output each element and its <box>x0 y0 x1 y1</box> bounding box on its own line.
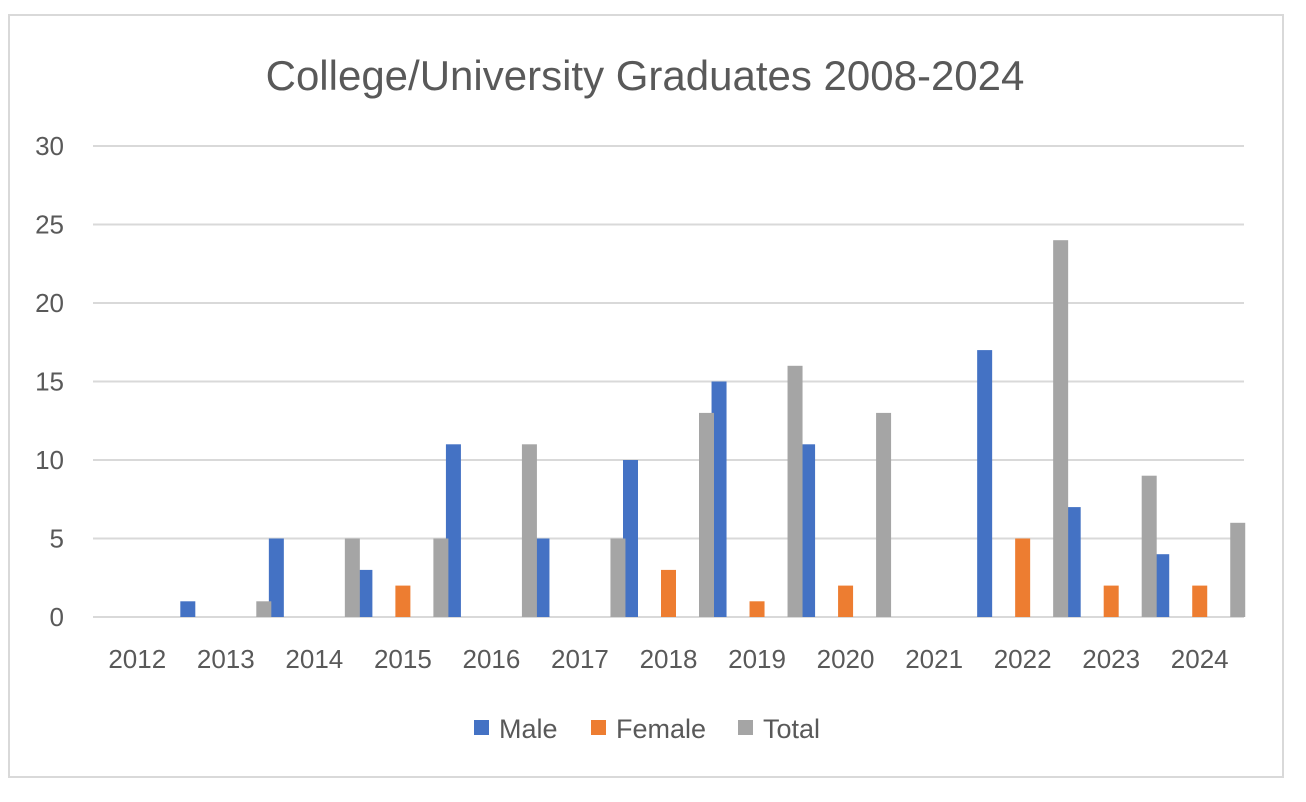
legend-label-total: Total <box>763 714 820 744</box>
legend-swatch-female <box>591 720 606 735</box>
bar-male-2020 <box>800 444 816 617</box>
x-tick-label: 2023 <box>1082 644 1140 674</box>
bar-total-2017 <box>610 538 626 617</box>
x-tick-label: 2015 <box>374 644 432 674</box>
bar-total-2018 <box>699 412 714 617</box>
legend-label-male: Male <box>499 714 558 744</box>
legend-swatch-total <box>738 720 753 735</box>
bar-total-2016 <box>521 444 537 617</box>
x-tick-label: 2022 <box>994 644 1052 674</box>
bar-female-2023 <box>1103 585 1119 617</box>
bar-male-2017 <box>534 538 550 617</box>
bar-total-2022 <box>1053 240 1069 617</box>
bar-female-2022 <box>1015 538 1031 617</box>
bar-male-2024 <box>1154 554 1170 617</box>
y-tick-label: 10 <box>35 445 64 475</box>
x-tick-label: 2017 <box>551 644 609 674</box>
bar-male-2015 <box>357 569 373 617</box>
bar-female-2018 <box>661 569 676 617</box>
chart-area <box>8 14 1284 778</box>
gridlines <box>93 145 1244 618</box>
y-tick-label: 0 <box>50 602 64 632</box>
bar-female-2015 <box>395 585 411 617</box>
bar-male-2022 <box>977 350 993 617</box>
x-axis-tick-labels: 2012 2013 2014 2015 2016 2017 2018 2019 2020 2021… <box>108 644 1228 674</box>
x-tick-label: 2019 <box>728 644 786 674</box>
x-tick-label: 2014 <box>285 644 343 674</box>
chart-title: College/University Graduates 2008-2024 <box>266 52 1025 99</box>
legend: Male Female Total <box>474 714 820 744</box>
bar-male-2023 <box>1065 507 1081 617</box>
bar-total-2024 <box>1230 522 1246 617</box>
x-tick-label: 2020 <box>817 644 875 674</box>
bar-female-2019 <box>749 601 765 617</box>
legend-label-female: Female <box>616 714 706 744</box>
x-tick-label: 2018 <box>640 644 698 674</box>
bar-total-2015 <box>433 538 449 617</box>
x-tick-label: 2013 <box>197 644 255 674</box>
y-tick-label: 15 <box>35 367 64 397</box>
bar-male-2014 <box>268 538 284 617</box>
bar-total-2014 <box>344 538 360 617</box>
bar-total-2023 <box>1141 475 1157 617</box>
x-tick-label: 2021 <box>905 644 963 674</box>
y-tick-label: 25 <box>35 210 64 240</box>
bar-male-2019 <box>711 381 727 617</box>
bar-female-2024 <box>1192 585 1208 617</box>
y-tick-label: 5 <box>50 524 64 554</box>
y-tick-label: 20 <box>35 288 64 318</box>
bar-male-2016 <box>445 444 461 617</box>
legend-swatch-male <box>474 720 489 735</box>
x-tick-label: 2012 <box>108 644 166 674</box>
bar-male-2018 <box>623 460 638 617</box>
x-tick-label: 2016 <box>463 644 521 674</box>
bars <box>180 240 1246 617</box>
bar-male-2013 <box>180 601 196 617</box>
y-axis-tick-labels: 0 5 10 15 20 25 30 <box>35 131 64 632</box>
bar-total-2020 <box>876 412 892 617</box>
y-tick-label: 30 <box>35 131 64 161</box>
bar-total-2013 <box>256 601 272 617</box>
x-tick-label: 2024 <box>1171 644 1229 674</box>
bar-female-2020 <box>838 585 854 617</box>
bar-total-2019 <box>787 365 803 617</box>
